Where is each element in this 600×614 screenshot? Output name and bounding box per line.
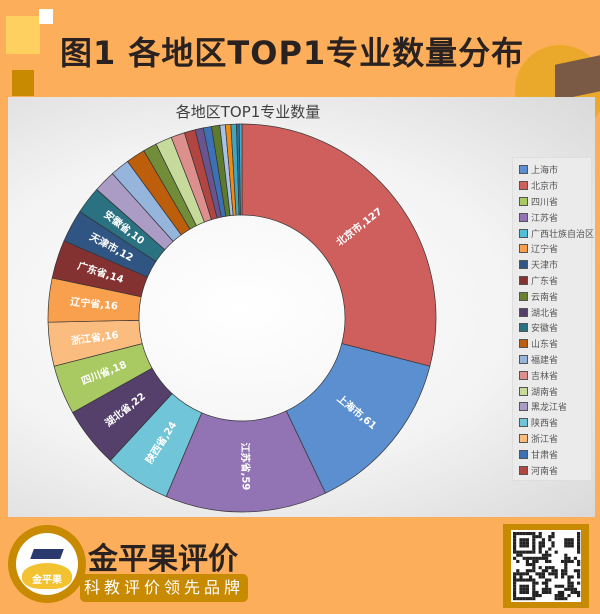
- legend-item: 湖南省: [519, 383, 591, 399]
- brand-slogan: 科教评价领先品牌: [80, 574, 248, 602]
- legend-swatch: [519, 181, 528, 191]
- legend-item: 广东省: [519, 273, 591, 289]
- legend-swatch: [519, 275, 528, 285]
- legend-item: 黑龙江省: [519, 399, 591, 415]
- decor-square-yellow: [6, 16, 40, 54]
- legend-swatch: [519, 370, 528, 380]
- slice-北京市: [241, 123, 437, 367]
- legend-swatch: [519, 339, 528, 349]
- legend-item: 湖北省: [519, 304, 591, 320]
- legend-item: 上海市: [519, 162, 591, 178]
- legend-swatch: [519, 244, 528, 254]
- legend-item: 福建省: [519, 352, 591, 368]
- legend-swatch: [519, 291, 528, 301]
- legend-label: 安徽省: [531, 324, 559, 335]
- legend-label: 浙江省: [531, 434, 559, 445]
- legend-swatch: [519, 354, 528, 364]
- legend-label: 上海市: [531, 166, 559, 177]
- legend-label: 黑龙江省: [531, 403, 568, 414]
- legend-label: 河南省: [531, 466, 559, 477]
- page-title: 图1 各地区TOP1专业数量分布: [60, 34, 525, 72]
- legend-item: 安徽省: [519, 320, 591, 336]
- legend-item: 陕西省: [519, 415, 591, 431]
- legend-label: 北京市: [531, 182, 559, 193]
- legend-label: 甘肃省: [531, 450, 559, 461]
- legend-swatch: [519, 449, 528, 459]
- chart-legend: 上海市北京市四川省江苏省广西壮族自治区 辽宁省天津市广东省云南省湖北省安徽省山东省…: [512, 157, 595, 481]
- legend-item: 天津市: [519, 257, 591, 273]
- legend-item: 山东省: [519, 336, 591, 352]
- legend-label: 湖南省: [531, 387, 559, 398]
- legend-swatch: [519, 260, 528, 270]
- legend-swatch: [519, 465, 528, 475]
- legend-swatch: [519, 418, 528, 428]
- legend-label: 山东省: [531, 340, 559, 351]
- legend-swatch: [519, 228, 528, 238]
- slice-other-25: [238, 123, 243, 216]
- legend-swatch: [519, 386, 528, 396]
- legend-swatch: [519, 307, 528, 317]
- legend-item: 广西壮族自治区: [519, 225, 595, 241]
- legend-item: 云南省: [519, 288, 591, 304]
- legend-item: 江苏省: [519, 209, 591, 225]
- legend-label: 广东省: [531, 276, 559, 287]
- chart-title: 各地区TOP1专业数量: [175, 103, 321, 121]
- brand-name: 金平果评价: [88, 542, 238, 577]
- decor-square-brown: [12, 70, 34, 96]
- legend-item: 北京市: [519, 178, 591, 194]
- graduation-cap-icon: [30, 549, 64, 559]
- chart-panel: 各地区TOP1专业数量 北京市,127 上海市,61 江苏省,59 陕西省,24 湖北省…: [8, 97, 595, 517]
- data-label: 江苏省,59: [239, 442, 253, 490]
- legend-swatch: [519, 196, 528, 206]
- legend-swatch: [519, 212, 528, 222]
- legend-label: 福建省: [531, 355, 559, 366]
- qr-code-image: [511, 530, 581, 602]
- brand-logo: 金平果: [8, 525, 86, 603]
- legend-item: 四川省: [519, 194, 591, 210]
- legend-label: 四川省: [531, 197, 559, 208]
- legend-label: 吉林省: [531, 371, 559, 382]
- legend-label: 广西壮族自治区: [531, 229, 595, 240]
- legend-swatch: [519, 433, 528, 443]
- legend-label: 陕西省: [531, 419, 559, 430]
- data-label: 辽宁省,16: [70, 295, 119, 312]
- legend-item: 河南省: [519, 462, 591, 478]
- legend-swatch: [519, 402, 528, 412]
- legend-label: 江苏省: [531, 213, 559, 224]
- legend-label: 辽宁省: [531, 245, 559, 256]
- legend-label: 云南省: [531, 292, 559, 303]
- logo-text: 金平果: [32, 575, 62, 586]
- legend-item: 甘肃省: [519, 446, 591, 462]
- donut-chart: 北京市,127上海市,61江苏省,59陕西省,24湖北省,22四川省,18浙江省…: [47, 123, 437, 513]
- legend-swatch: [519, 165, 528, 175]
- legend-swatch: [519, 323, 528, 333]
- legend-item: 辽宁省: [519, 241, 591, 257]
- decor-square-white: [39, 9, 53, 24]
- qr-code: [503, 524, 589, 608]
- legend-item: 吉林省: [519, 367, 591, 383]
- legend-item: 浙江省: [519, 431, 591, 447]
- legend-label: 湖北省: [531, 308, 559, 319]
- legend-label: 天津市: [531, 261, 559, 272]
